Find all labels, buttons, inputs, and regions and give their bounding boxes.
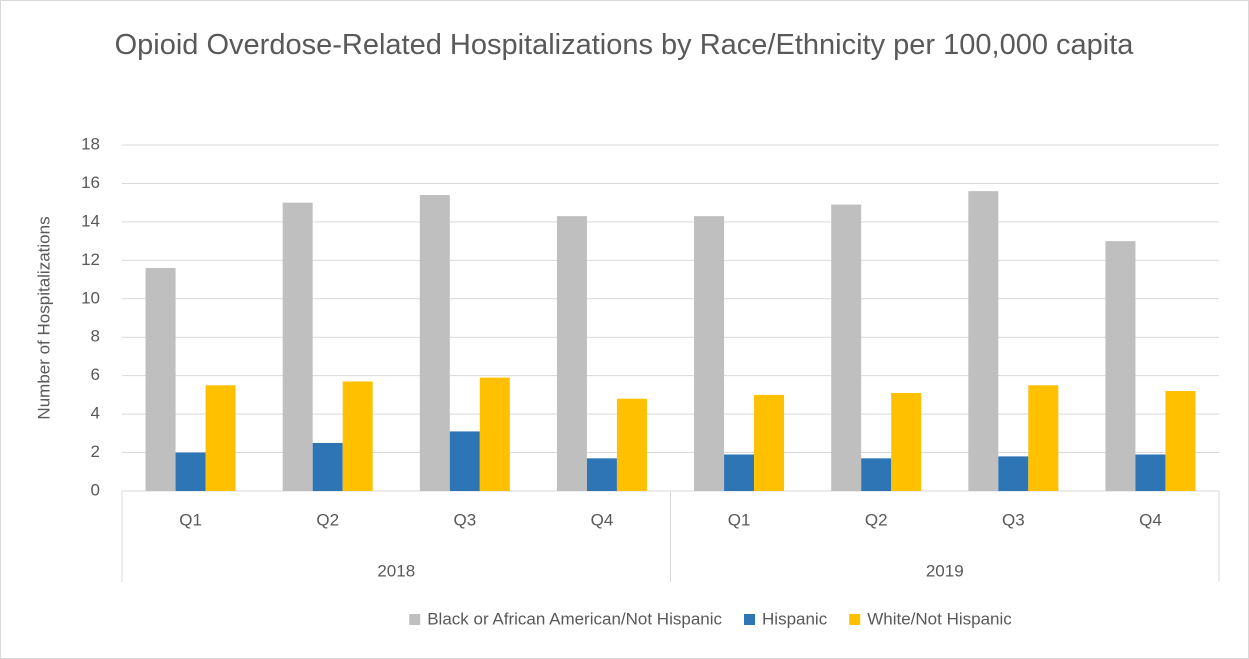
group-label: 2018 xyxy=(377,561,415,580)
bar xyxy=(175,452,206,491)
bar xyxy=(1028,385,1059,491)
bar xyxy=(861,458,892,491)
bar xyxy=(616,398,647,491)
bar xyxy=(145,268,176,491)
y-tick-label: 10 xyxy=(81,288,100,307)
x-tick-label: Q4 xyxy=(591,510,614,529)
y-tick-label: 8 xyxy=(91,327,100,346)
legend-swatch xyxy=(849,614,861,625)
group-label: 2019 xyxy=(926,561,964,580)
bar xyxy=(449,431,480,491)
bar xyxy=(1165,391,1196,491)
bar xyxy=(556,216,587,491)
legend-label: Hispanic xyxy=(762,609,828,628)
bar xyxy=(998,456,1029,491)
x-tick-label: Q4 xyxy=(1139,510,1162,529)
bar xyxy=(586,458,617,491)
y-tick-label: 0 xyxy=(91,480,100,499)
bar xyxy=(1105,241,1136,491)
legend-label: Black or African American/Not Hispanic xyxy=(427,609,722,628)
x-tick-label: Q2 xyxy=(865,510,888,529)
x-tick-label: Q3 xyxy=(453,510,476,529)
legend-label: White/Not Hispanic xyxy=(867,609,1012,628)
x-tick-label: Q2 xyxy=(316,510,339,529)
bar xyxy=(724,454,755,491)
legend-swatch xyxy=(409,614,421,625)
x-tick-label: Q1 xyxy=(179,510,202,529)
bar xyxy=(479,377,510,491)
bar xyxy=(831,204,862,492)
bar xyxy=(282,202,313,491)
chart-title: Opioid Overdose-Related Hospitalizations… xyxy=(114,29,1134,61)
bar xyxy=(342,381,373,491)
y-tick-label: 12 xyxy=(81,250,100,269)
x-tick-label: Q1 xyxy=(728,510,751,529)
bar xyxy=(205,385,236,491)
y-tick-label: 6 xyxy=(91,365,100,384)
bar xyxy=(419,194,450,491)
bar xyxy=(312,442,343,491)
bar xyxy=(891,392,922,491)
y-tick-label: 14 xyxy=(81,211,100,230)
x-tick-label: Q3 xyxy=(1002,510,1025,529)
legend-swatch xyxy=(744,614,756,625)
bar xyxy=(754,394,785,491)
bar xyxy=(1135,454,1166,491)
bar xyxy=(968,191,999,491)
y-axis-label: Number of Hospitalizations xyxy=(34,216,53,419)
y-tick-label: 2 xyxy=(91,442,100,461)
bar xyxy=(694,216,725,491)
y-tick-label: 4 xyxy=(91,404,100,423)
y-tick-label: 18 xyxy=(81,134,100,153)
y-tick-label: 16 xyxy=(81,173,100,192)
